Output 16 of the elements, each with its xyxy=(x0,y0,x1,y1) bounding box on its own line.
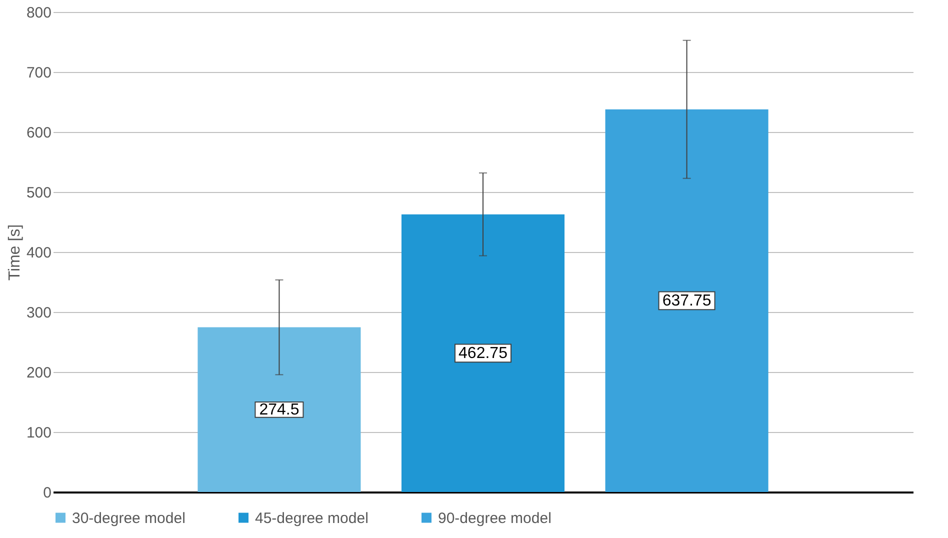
y-tick-label: 100 xyxy=(26,424,52,442)
data-label: 637.75 xyxy=(662,292,712,310)
y-tick-label: 200 xyxy=(26,364,52,382)
data-label: 462.75 xyxy=(458,345,508,362)
y-tick-label: 300 xyxy=(26,304,52,322)
y-tick-label: 400 xyxy=(26,244,52,262)
y-tick-label: 600 xyxy=(26,124,52,142)
y-axis-title: Time [s] xyxy=(6,224,24,281)
legend-label: 90-degree model xyxy=(438,510,552,527)
y-tick-label: 0 xyxy=(43,484,52,502)
y-tick-label: 700 xyxy=(26,64,52,82)
legend-label: 30-degree model xyxy=(72,510,186,527)
y-tick-label: 500 xyxy=(26,184,52,202)
legend-label: 45-degree model xyxy=(255,510,368,527)
y-tick-label: 800 xyxy=(26,4,52,22)
data-label: 274.5 xyxy=(259,402,300,419)
